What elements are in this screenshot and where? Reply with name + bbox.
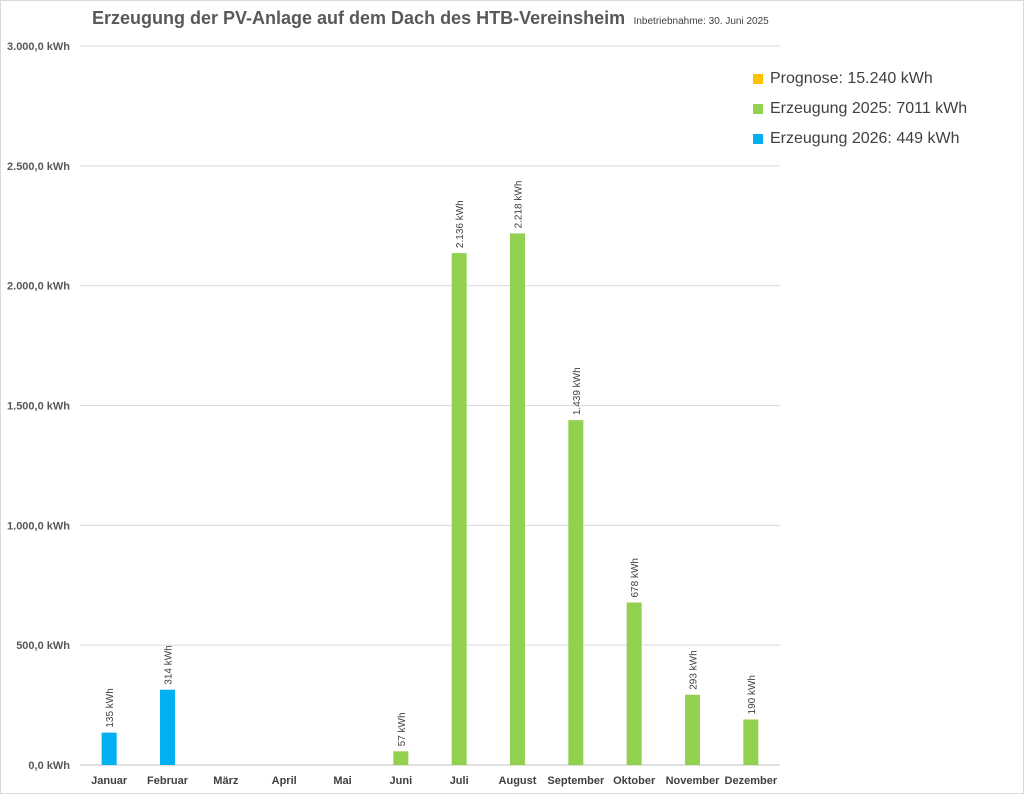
data-label: 57 kWh — [397, 712, 408, 746]
bar — [393, 751, 409, 765]
legend-item: Erzeugung 2026: 449 kWh — [753, 124, 967, 154]
x-tick-label: August — [499, 775, 537, 787]
data-label: 293 kWh — [689, 650, 700, 689]
data-label: 678 kWh — [630, 558, 641, 597]
data-label: 314 kWh — [164, 645, 175, 684]
x-tick-label: Dezember — [725, 775, 778, 787]
chart-subtitle: Inbetriebnahme: 30. Juni 2025 — [633, 16, 769, 27]
data-label: 2.218 kWh — [514, 181, 525, 229]
bar — [451, 253, 467, 765]
legend-label: Erzeugung 2026: 449 kWh — [770, 130, 960, 147]
x-tick-label: März — [213, 775, 239, 787]
chart-legend: Prognose: 15.240 kWh Erzeugung 2025: 7011… — [753, 64, 967, 154]
y-tick-label: 500,0 kWh — [16, 640, 70, 652]
data-label: 135 kWh — [105, 688, 116, 727]
chart-title-block: Erzeugung der PV-Anlage auf dem Dach des… — [92, 8, 769, 29]
x-tick-label: November — [666, 775, 721, 787]
x-tick-label: Juli — [450, 775, 469, 787]
y-tick-label: 1.000,0 kWh — [7, 520, 70, 532]
bar — [510, 233, 525, 766]
legend-label: Erzeugung 2025: 7011 kWh — [770, 100, 968, 117]
y-tick-label: 1.500,0 kWh — [7, 401, 70, 413]
data-label: 190 kWh — [747, 675, 758, 714]
x-tick-label: Januar — [91, 775, 128, 787]
x-tick-label: April — [272, 775, 297, 787]
data-label: 2.136 kWh — [455, 200, 466, 248]
legend-swatch — [753, 104, 763, 114]
x-tick-label: September — [547, 775, 605, 787]
bar — [743, 719, 759, 765]
bar — [160, 689, 175, 765]
legend-swatch — [753, 74, 763, 84]
bar — [101, 732, 117, 765]
bar — [685, 694, 700, 765]
legend-item: Erzeugung 2025: 7011 kWh — [753, 94, 967, 124]
legend-item: Prognose: 15.240 kWh — [753, 64, 967, 94]
x-tick-label: Februar — [147, 775, 189, 787]
chart-title: Erzeugung der PV-Anlage auf dem Dach des… — [92, 8, 626, 28]
y-tick-label: 3.000,0 kWh — [7, 41, 70, 53]
y-tick-label: 2.500,0 kWh — [7, 161, 70, 173]
legend-swatch — [753, 134, 763, 144]
bar — [626, 602, 642, 765]
y-tick-label: 0,0 kWh — [28, 760, 70, 772]
y-tick-label: 2.000,0 kWh — [7, 281, 70, 293]
x-tick-label: Oktober — [613, 775, 656, 787]
data-label: 1.439 kWh — [572, 367, 583, 415]
legend-label: Prognose: 15.240 kWh — [770, 70, 933, 87]
x-tick-label: Mai — [333, 775, 351, 787]
x-tick-label: Juni — [390, 775, 413, 787]
bar — [568, 420, 584, 765]
